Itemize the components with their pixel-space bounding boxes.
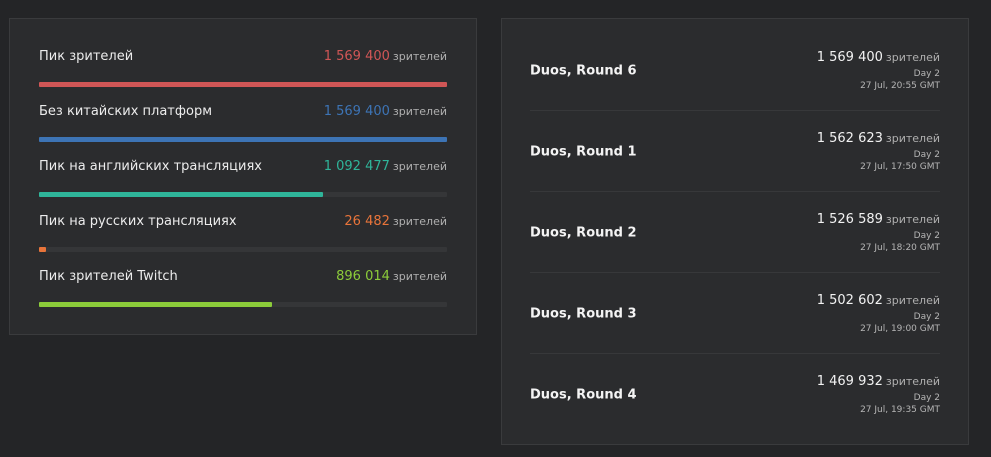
stat-value: 1 092 477 зрителей xyxy=(324,159,447,174)
stat-number: 896 014 xyxy=(336,269,390,284)
match-title: Duos, Round 1 xyxy=(530,144,637,159)
stat-russian-peak: Пик на русских трансляциях 26 482 зрителе… xyxy=(39,184,447,252)
match-title: Duos, Round 2 xyxy=(530,225,637,240)
stat-label: Пик на русских трансляциях xyxy=(39,214,237,229)
top-matches-panel: Duos, Round 6 1 569 400 зрителей Day 2 27… xyxy=(501,18,969,445)
viewers-unit: зрителей xyxy=(885,293,940,307)
stat-label: Без китайских платформ xyxy=(39,104,212,119)
stat-bar-track xyxy=(39,137,447,142)
match-info: 1 569 400 зрителей Day 2 27 Jul, 20:55 GM… xyxy=(817,50,940,92)
match-day: Day 2 xyxy=(913,68,940,79)
match-info: 1 562 623 зрителей Day 2 27 Jul, 17:50 GM… xyxy=(817,131,940,173)
stat-label: Пик на английских трансляциях xyxy=(39,159,262,174)
stat-value: 26 482 зрителей xyxy=(344,214,447,229)
viewers-unit: зрителей xyxy=(885,212,940,226)
viewers-unit: зрителей xyxy=(885,131,940,145)
match-day: Day 2 xyxy=(913,311,940,322)
viewers-number: 1 526 589 xyxy=(816,211,883,227)
match-day: Day 2 xyxy=(913,230,940,241)
match-day: Day 2 xyxy=(913,149,940,160)
stat-unit: зрителей xyxy=(392,105,447,118)
stat-bar-track xyxy=(39,82,447,87)
viewers-number: 1 562 623 xyxy=(816,130,883,146)
stat-peak-viewers: Пик зрителей 1 569 400 зрителей xyxy=(39,19,447,87)
viewers-number: 1 502 602 xyxy=(816,292,883,308)
stat-bar-fill xyxy=(39,192,323,197)
viewers-number: 1 469 932 xyxy=(816,373,883,389)
viewers-unit: зрителей xyxy=(885,50,940,64)
stat-unit: зрителей xyxy=(392,270,447,283)
stat-value: 1 569 400 зрителей xyxy=(324,104,447,119)
stat-number: 1 569 400 xyxy=(323,104,390,119)
match-time: 27 Jul, 20:55 GMT xyxy=(860,80,940,91)
match-viewers: 1 469 932 зрителей xyxy=(817,374,940,389)
viewers-number: 1 569 400 xyxy=(816,49,883,65)
stat-without-chinese-platforms: Без китайских платформ 1 569 400 зрителей xyxy=(39,74,447,142)
stat-number: 1 569 400 xyxy=(323,49,390,64)
stat-bar-fill xyxy=(39,82,447,87)
match-title: Duos, Round 3 xyxy=(530,306,637,321)
stat-bar-track xyxy=(39,192,447,197)
stat-label: Пик зрителей Twitch xyxy=(39,269,178,284)
stat-bar-fill xyxy=(39,137,447,142)
match-viewers: 1 526 589 зрителей xyxy=(817,212,940,227)
stat-english-peak: Пик на английских трансляциях 1 092 477 з… xyxy=(39,129,447,197)
stat-label: Пик зрителей xyxy=(39,49,134,64)
stat-bar-track xyxy=(39,302,447,307)
match-viewers: 1 562 623 зрителей xyxy=(817,131,940,146)
match-info: 1 469 932 зрителей Day 2 27 Jul, 19:35 GM… xyxy=(817,374,940,416)
match-title: Duos, Round 6 xyxy=(530,63,637,78)
match-row[interactable]: Duos, Round 1 1 562 623 зрителей Day 2 27… xyxy=(530,111,940,192)
stat-bar-fill xyxy=(39,247,46,252)
match-row[interactable]: Duos, Round 2 1 526 589 зрителей Day 2 27… xyxy=(530,192,940,273)
stat-value: 896 014 зрителей xyxy=(336,269,447,284)
stat-number: 26 482 xyxy=(344,214,390,229)
match-time: 27 Jul, 19:35 GMT xyxy=(860,404,940,415)
stat-twitch-peak: Пик зрителей Twitch 896 014 зрителей xyxy=(39,239,447,307)
match-time: 27 Jul, 19:00 GMT xyxy=(860,323,940,334)
match-time: 27 Jul, 18:20 GMT xyxy=(860,242,940,253)
match-viewers: 1 502 602 зрителей xyxy=(817,293,940,308)
match-info: 1 502 602 зрителей Day 2 27 Jul, 19:00 GM… xyxy=(817,293,940,335)
match-viewers: 1 569 400 зрителей xyxy=(817,50,940,65)
stat-unit: зрителей xyxy=(392,50,447,63)
match-info: 1 526 589 зрителей Day 2 27 Jul, 18:20 GM… xyxy=(817,212,940,254)
match-row[interactable]: Duos, Round 6 1 569 400 зрителей Day 2 27… xyxy=(530,30,940,111)
viewers-unit: зрителей xyxy=(885,374,940,388)
match-title: Duos, Round 4 xyxy=(530,387,637,402)
stat-value: 1 569 400 зрителей xyxy=(324,49,447,64)
peak-stats-panel: Пик зрителей 1 569 400 зрителей Без китай… xyxy=(9,18,477,335)
match-row[interactable]: Duos, Round 3 1 502 602 зрителей Day 2 27… xyxy=(530,273,940,354)
stat-bar-fill xyxy=(39,302,272,307)
stat-bar-track xyxy=(39,247,447,252)
match-day: Day 2 xyxy=(913,392,940,403)
stat-unit: зрителей xyxy=(392,160,447,173)
match-time: 27 Jul, 17:50 GMT xyxy=(860,161,940,172)
stat-number: 1 092 477 xyxy=(323,159,390,174)
match-row[interactable]: Duos, Round 4 1 469 932 зрителей Day 2 27… xyxy=(530,354,940,435)
stat-unit: зрителей xyxy=(392,215,447,228)
